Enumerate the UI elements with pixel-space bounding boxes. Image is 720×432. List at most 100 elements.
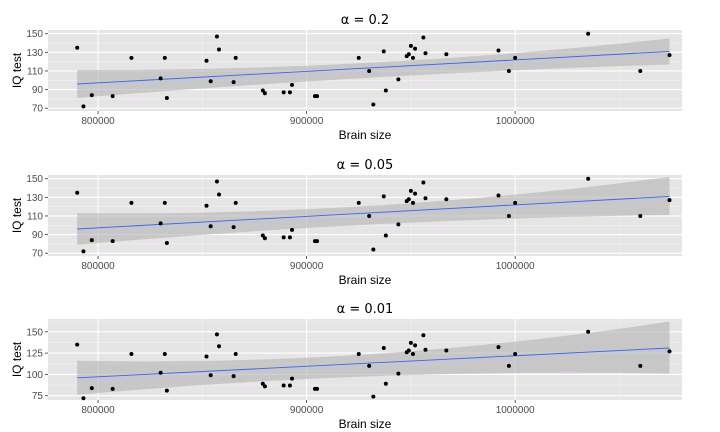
y-axis-label: IQ test xyxy=(10,197,24,233)
data-point xyxy=(638,363,643,368)
data-point xyxy=(367,68,372,73)
data-point xyxy=(208,373,213,378)
data-point xyxy=(204,354,209,359)
regression-line xyxy=(77,347,670,379)
chart-title: α = 0.05 xyxy=(337,158,394,173)
data-point xyxy=(421,180,426,185)
data-point xyxy=(513,55,518,60)
data-point xyxy=(110,94,115,99)
chart-panel-1: 70 90 110 130 150 800000 900000 1000000 α = 0.2 B… xyxy=(10,13,682,142)
y-tick-label: 130 xyxy=(26,193,43,204)
data-point xyxy=(89,238,94,243)
data-point xyxy=(356,351,361,356)
data-point xyxy=(75,45,80,50)
data-point xyxy=(421,333,426,338)
data-point xyxy=(371,394,376,399)
chart-panel-2: 70 90 110 130 150 800000 900000 1000000 α = 0.05… xyxy=(10,158,682,287)
y-tick-label: 90 xyxy=(32,230,44,241)
data-point xyxy=(129,200,134,205)
data-point xyxy=(396,77,401,82)
data-point xyxy=(214,34,219,39)
data-point xyxy=(262,384,267,389)
data-point xyxy=(381,49,386,54)
data-point xyxy=(217,47,222,52)
chart-title: α = 0.01 xyxy=(337,302,394,317)
x-tick-label: 800000 xyxy=(81,405,115,416)
data-point xyxy=(406,197,411,202)
y-tick-label: 150 xyxy=(26,327,43,338)
data-point xyxy=(81,104,86,109)
data-point xyxy=(586,31,591,36)
data-point xyxy=(506,363,511,368)
data-point xyxy=(204,203,209,208)
y-tick-label: 70 xyxy=(32,249,44,260)
data-point xyxy=(162,351,167,356)
data-point xyxy=(290,227,295,232)
data-point xyxy=(356,200,361,205)
data-point xyxy=(110,239,115,244)
confidence-band xyxy=(77,38,670,98)
data-point xyxy=(410,55,415,60)
data-point xyxy=(413,343,418,348)
y-tick-label: 150 xyxy=(26,174,43,185)
data-point xyxy=(586,176,591,181)
data-point xyxy=(381,194,386,199)
data-point xyxy=(233,200,238,205)
data-point xyxy=(586,329,591,334)
data-point xyxy=(231,374,236,379)
data-point xyxy=(513,200,518,205)
data-point xyxy=(506,68,511,73)
data-point xyxy=(423,196,428,201)
data-point xyxy=(667,53,672,58)
data-point xyxy=(371,247,376,252)
data-point xyxy=(287,383,292,388)
data-point xyxy=(381,345,386,350)
data-point xyxy=(81,249,86,254)
data-point xyxy=(89,93,94,98)
x-tick-label: 900000 xyxy=(290,116,324,127)
x-tick-label: 1000000 xyxy=(496,116,535,127)
data-point xyxy=(413,191,418,196)
data-point xyxy=(408,340,413,345)
chart-panel-3: 75 100 125 150 800000 900000 1000000 α = 0.01 Br… xyxy=(10,302,682,431)
data-point xyxy=(158,76,163,81)
data-point xyxy=(281,383,286,388)
x-tick-label: 900000 xyxy=(290,405,324,416)
data-point xyxy=(233,351,238,356)
data-point xyxy=(638,213,643,218)
data-point xyxy=(290,82,295,87)
data-point xyxy=(367,213,372,218)
data-point xyxy=(406,52,411,57)
data-point xyxy=(408,43,413,48)
data-point xyxy=(396,222,401,227)
data-point xyxy=(281,235,286,240)
x-tick-label: 900000 xyxy=(290,261,324,272)
data-point xyxy=(260,233,265,238)
x-tick-label: 800000 xyxy=(81,116,115,127)
data-point xyxy=(356,55,361,60)
data-point xyxy=(260,88,265,93)
data-point xyxy=(208,79,213,84)
data-point xyxy=(315,386,320,391)
y-tick-label: 130 xyxy=(26,48,43,59)
data-point xyxy=(162,200,167,205)
x-axis-label: Brain size xyxy=(339,128,392,142)
data-point xyxy=(214,332,219,337)
data-point xyxy=(162,55,167,60)
data-point xyxy=(231,80,236,85)
data-point xyxy=(444,52,449,57)
data-point xyxy=(129,55,134,60)
regression-line xyxy=(77,50,670,85)
y-tick-label: 75 xyxy=(32,391,44,402)
data-point xyxy=(410,200,415,205)
data-point xyxy=(81,396,86,401)
data-point xyxy=(315,94,320,99)
confidence-band xyxy=(77,321,670,395)
data-point xyxy=(75,342,80,347)
data-point xyxy=(367,363,372,368)
data-point xyxy=(164,95,169,100)
data-point xyxy=(208,224,213,229)
data-point xyxy=(287,235,292,240)
data-point xyxy=(315,239,320,244)
